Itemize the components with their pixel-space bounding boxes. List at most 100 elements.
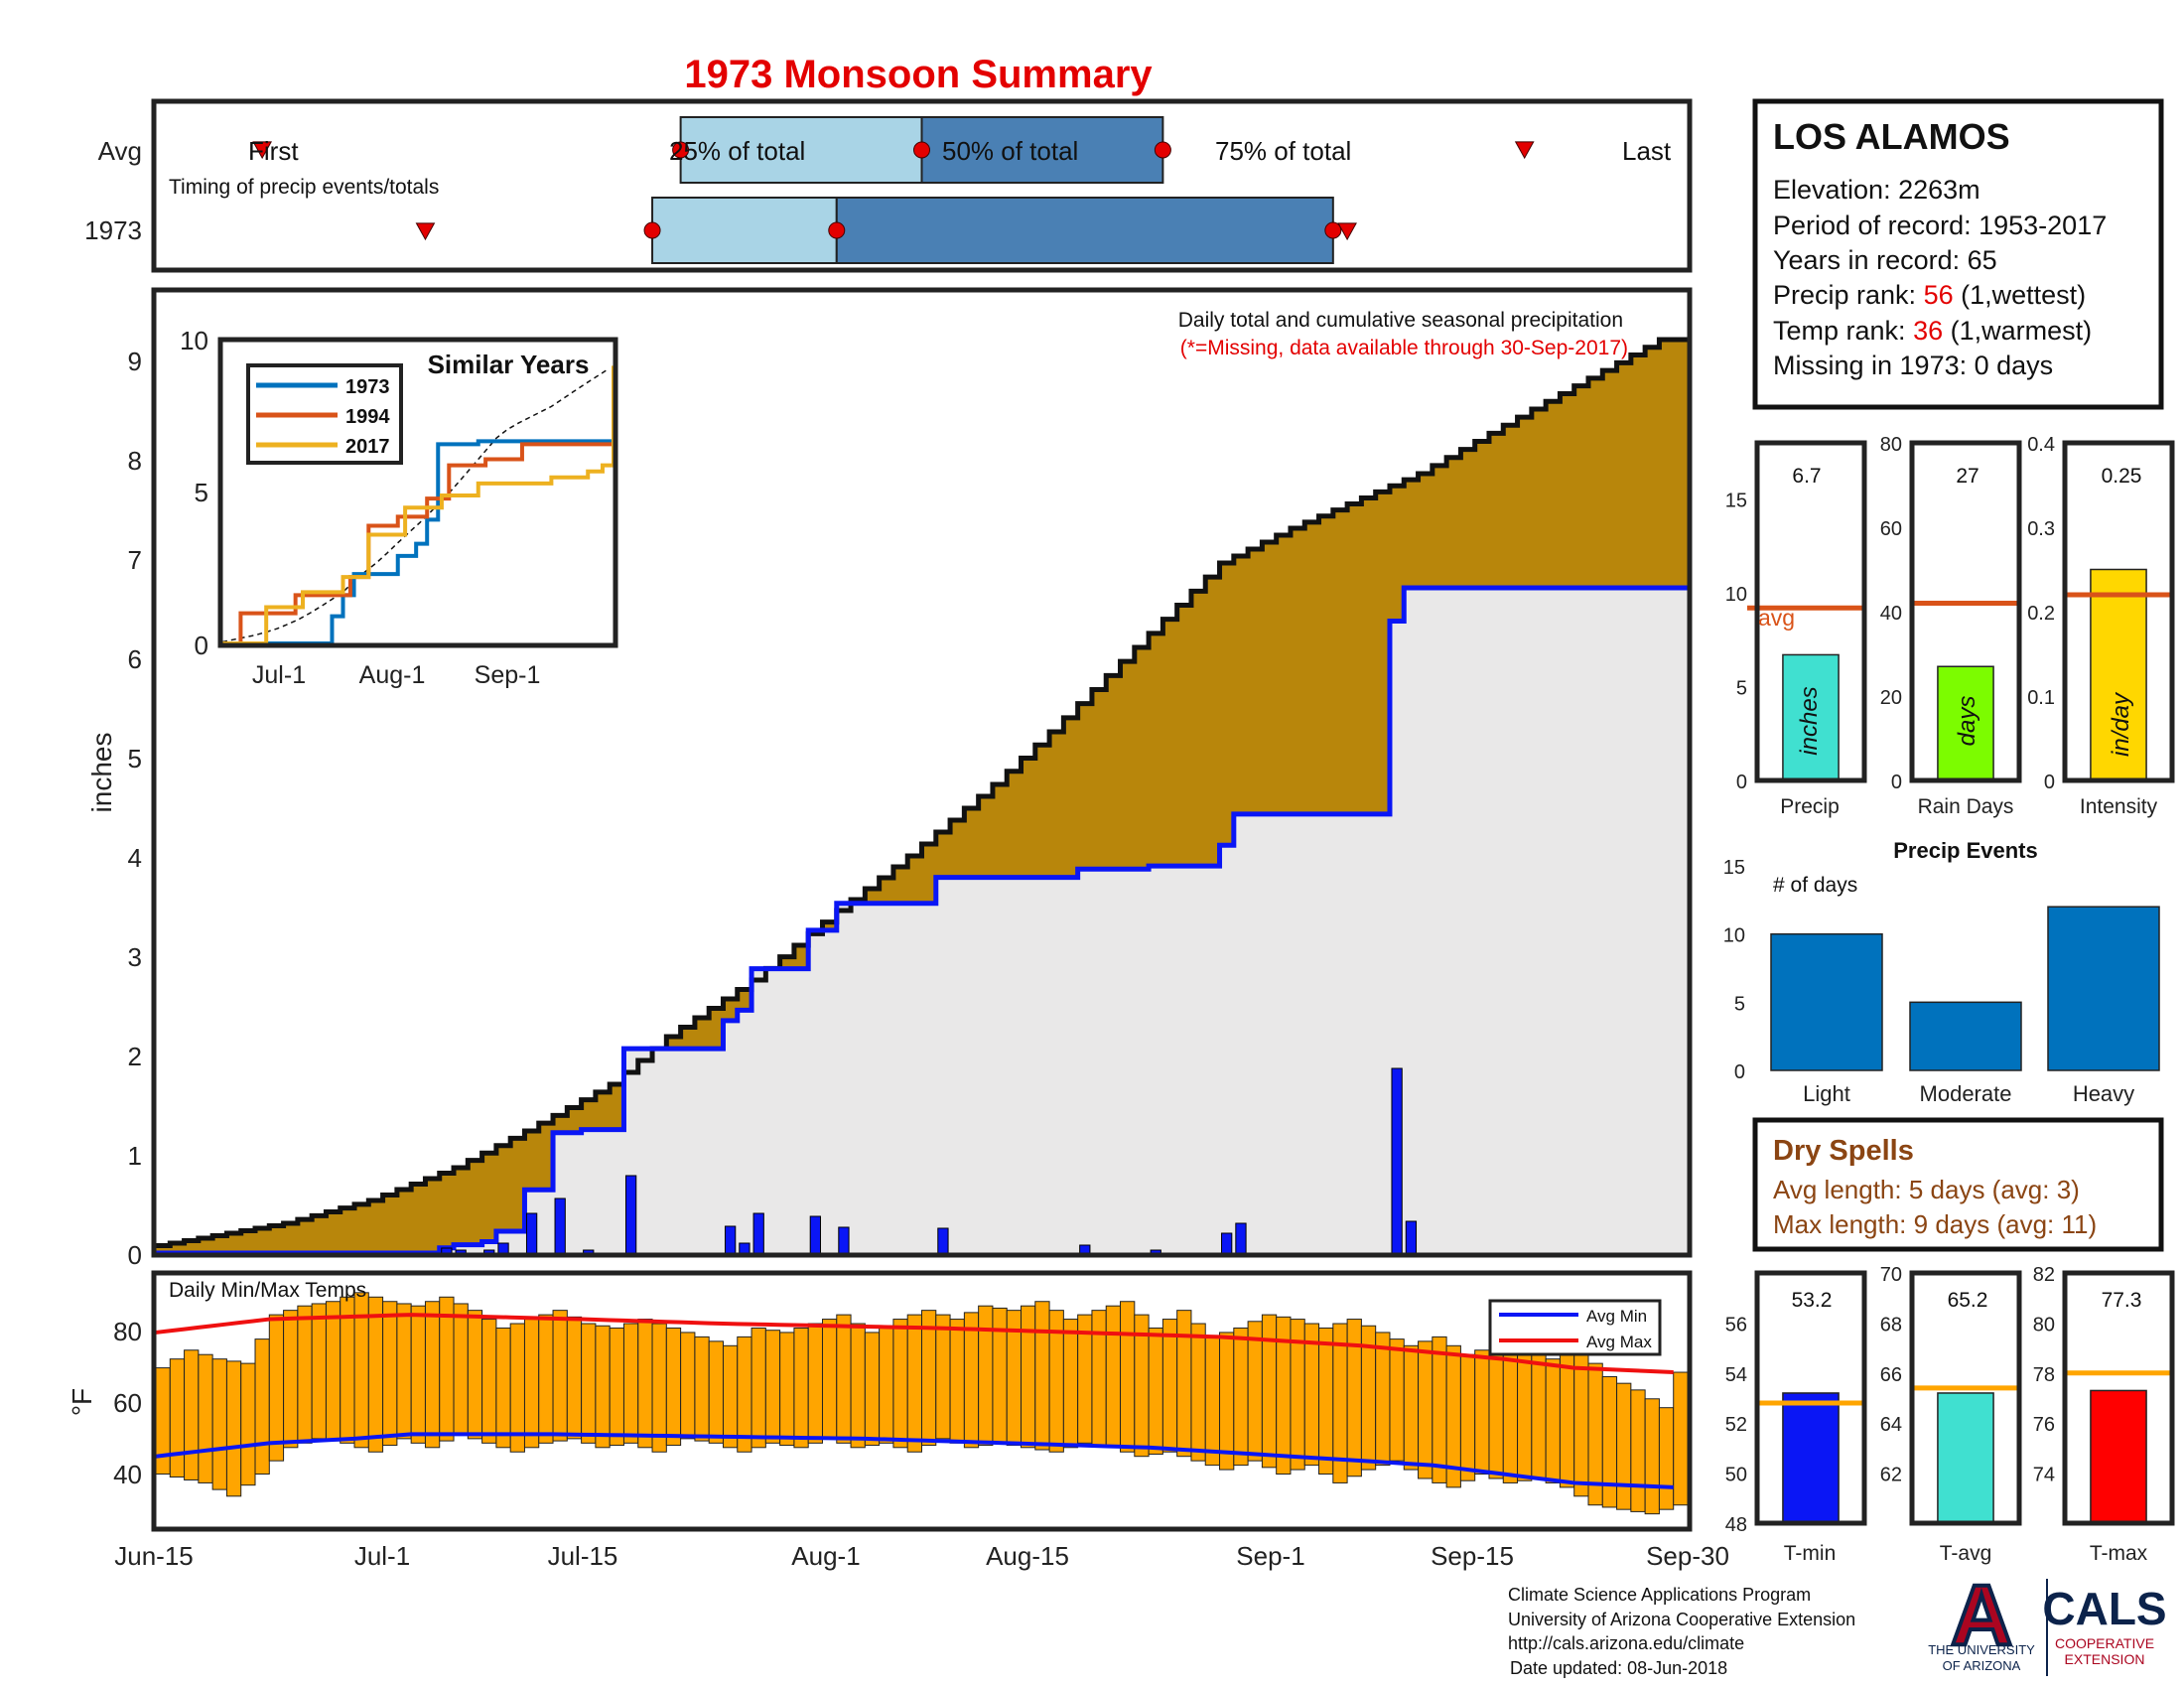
tmax-ytick: 78 — [2033, 1364, 2055, 1386]
timing-p25-label: 25% of total — [669, 136, 805, 166]
tmin-ytick: 54 — [1725, 1364, 1747, 1386]
tavg-ytick: 70 — [1880, 1264, 1902, 1286]
temp-rank-suffix: (1,warmest) — [1943, 316, 2092, 346]
daily-precip-bar — [554, 1197, 566, 1254]
main-note: (*=Missing, data available through 30-Se… — [1180, 337, 1628, 359]
xtick-aug1: Aug-1 — [791, 1541, 860, 1571]
dry-spells-frame — [1752, 1117, 2164, 1252]
daily-precip-bar — [1391, 1067, 1403, 1254]
daily-temp-bar — [935, 1314, 951, 1440]
tmax-panel-title: T-max — [2090, 1542, 2148, 1565]
daily-temp-bar — [1062, 1319, 1079, 1449]
raindays-ytick: 20 — [1880, 687, 1902, 709]
tmin-bar — [1782, 1392, 1840, 1524]
ua-logo-mark: A — [1951, 1568, 2012, 1663]
raindays-panel-title: Rain Days — [1918, 795, 2014, 818]
timing-p75-label: 75% of total — [1215, 136, 1351, 166]
daily-temp-bar — [467, 1310, 483, 1440]
daily-temp-bar — [1502, 1347, 1519, 1483]
dry-spells-box: Dry Spells Avg length: 5 days (avg: 3) M… — [1752, 1117, 2164, 1252]
raindays-value-label: 27 — [1956, 465, 1979, 488]
timing-row-label-year: 1973 — [84, 215, 142, 245]
raindays-ytick: 0 — [1891, 772, 1902, 793]
daily-temp-bar — [637, 1319, 653, 1449]
timing-boxes — [252, 116, 1535, 264]
main-ytick-4: 4 — [128, 843, 142, 873]
daily-temp-bar — [1176, 1310, 1192, 1458]
tmin-frame — [1754, 1270, 1867, 1526]
daily-temp-bar — [694, 1336, 710, 1442]
daily-temp-bar — [1573, 1349, 1589, 1497]
daily-temp-bar — [963, 1312, 980, 1449]
xtick-sep15: Sep-15 — [1431, 1541, 1514, 1571]
daily-temp-bar — [949, 1319, 965, 1444]
daily-temp-bar — [622, 1323, 639, 1444]
daily-temp-bar — [1389, 1338, 1405, 1462]
daily-precip-bar — [724, 1225, 737, 1254]
daily-precip-bar — [739, 1242, 751, 1254]
daily-temp-bar — [1161, 1319, 1178, 1453]
temps-legend-min: Avg Min — [1586, 1307, 1647, 1326]
daily-precip-bar — [1221, 1232, 1233, 1254]
station-period: Period of record: 1953-2017 — [1773, 211, 2107, 240]
xtick-sep30: Sep-30 — [1646, 1541, 1729, 1571]
inset-legend: 1973 1994 2017 — [246, 363, 403, 465]
inset-ytick-5: 5 — [195, 478, 208, 507]
tavg-ytick: 62 — [1880, 1465, 1902, 1486]
ua-name-line2: OF ARIZONA — [1943, 1658, 2021, 1673]
daily-temp-bar — [1616, 1382, 1632, 1510]
daily-temp-bar — [807, 1323, 823, 1444]
inset-xtick-jul: Jul-1 — [252, 661, 306, 689]
avg-cumulative-step-line — [156, 337, 1688, 1248]
tmax-value-label: 77.3 — [2102, 1289, 2142, 1312]
daily-temp-bar — [1630, 1389, 1646, 1512]
station-temp-rank: Temp rank: 36 (1,warmest) — [1773, 316, 2092, 346]
daily-temp-bar — [538, 1314, 554, 1444]
timing-last-label: Last — [1622, 136, 1672, 166]
ua-logo: A THE UNIVERSITY OF ARIZONA — [1928, 1566, 2035, 1673]
intensity-ytick: 0 — [2044, 772, 2055, 793]
main-ytick-3: 3 — [128, 942, 142, 972]
main-ytick-1: 1 — [128, 1141, 142, 1171]
daily-temp-bar — [779, 1332, 795, 1447]
daily-temp-bar — [1261, 1314, 1278, 1469]
footer-date: Date updated: 08-Jun-2018 — [1510, 1658, 1727, 1678]
xtick-jun15: Jun-15 — [114, 1541, 194, 1571]
daily-temp-bar — [453, 1303, 469, 1435]
xtick-sep1: Sep-1 — [1236, 1541, 1304, 1571]
daily-temp-bar — [821, 1319, 838, 1440]
precip-rank-prefix: Precip rank: — [1773, 280, 1924, 310]
events-ylabel: # of days — [1773, 874, 1857, 897]
daily-temp-bar — [184, 1349, 200, 1480]
raindays-bar — [1937, 665, 1994, 781]
tmax-bar — [2090, 1389, 2147, 1524]
main-ylabel: inches — [86, 733, 117, 813]
daily-temp-bar — [921, 1310, 937, 1447]
main-caption: Daily total and cumulative seasonal prec… — [1178, 309, 1623, 332]
main-ytick-0: 0 — [128, 1240, 142, 1270]
inset-series-2017 — [222, 365, 615, 645]
inset-average-line — [221, 369, 608, 643]
daily-temp-bar — [1219, 1332, 1235, 1471]
daily-temp-bar — [254, 1338, 270, 1476]
daily-precip-bar — [497, 1242, 509, 1254]
events-ytick: 5 — [1734, 993, 1745, 1015]
tavg-ytick: 64 — [1880, 1414, 1902, 1436]
precip-value-label: 6.7 — [1792, 465, 1821, 488]
daily-temp-bar — [169, 1358, 186, 1477]
percentile-marker — [643, 221, 661, 239]
inset-legend-1994: 1994 — [345, 406, 390, 428]
raindays-ytick: 40 — [1880, 603, 1902, 625]
events-bar-heavy — [2047, 906, 2160, 1071]
daily-temp-bar — [581, 1323, 597, 1444]
daily-temp-bar — [297, 1305, 313, 1444]
daily-temp-bar — [481, 1319, 497, 1444]
xtick-jul1: Jul-1 — [354, 1541, 410, 1571]
daily-temp-bar — [1601, 1375, 1618, 1508]
daily-temp-bar — [1247, 1321, 1263, 1462]
tavg-ytick: 66 — [1880, 1364, 1902, 1386]
timing-panel-frame — [151, 98, 1693, 273]
daily-temp-bar — [211, 1358, 227, 1490]
daily-temp-bar — [864, 1332, 881, 1447]
inset-xtick-aug: Aug-1 — [359, 661, 426, 689]
